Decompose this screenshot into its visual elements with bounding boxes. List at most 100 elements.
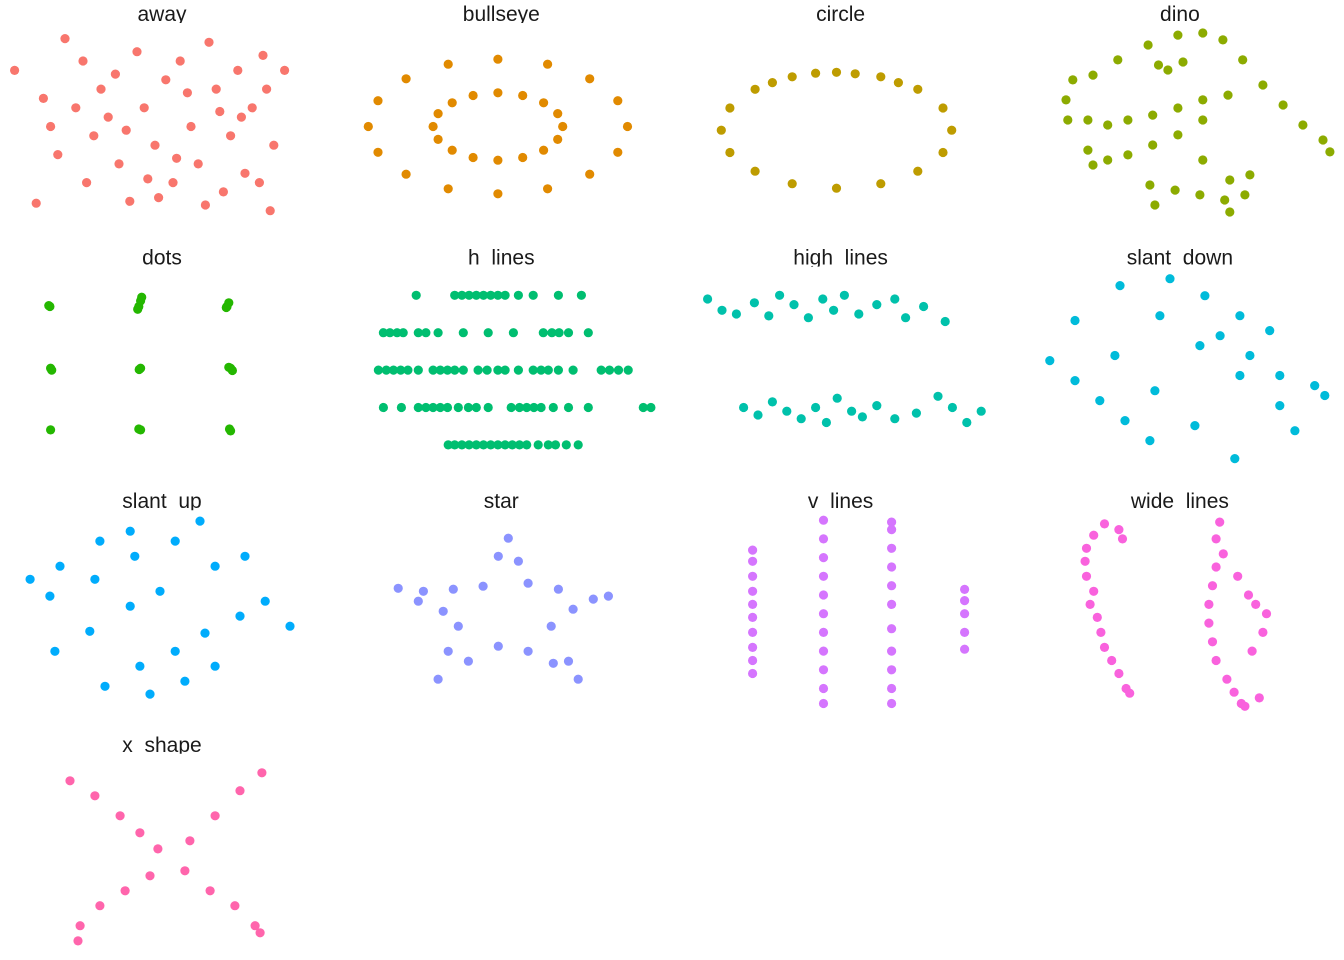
data-point <box>725 147 735 158</box>
data-point <box>438 606 448 616</box>
panel-title: away <box>137 3 187 26</box>
data-point <box>554 328 564 338</box>
data-point <box>585 169 595 179</box>
panel-title: v_lines <box>808 490 873 513</box>
data-point <box>1045 356 1055 366</box>
data-point <box>10 65 20 75</box>
data-point <box>613 365 624 375</box>
data-point <box>285 621 295 631</box>
data-point <box>818 590 829 600</box>
data-point <box>563 402 574 413</box>
data-point <box>65 776 75 786</box>
data-point <box>1240 190 1250 200</box>
panel-circle: circle <box>716 3 957 193</box>
data-point <box>803 313 814 323</box>
panel-away: away <box>10 3 290 216</box>
data-point <box>463 656 473 666</box>
panel-bullseye: bullseye <box>363 3 633 199</box>
data-point <box>493 189 503 199</box>
data-point <box>604 365 615 375</box>
data-point <box>378 328 388 338</box>
data-point <box>170 646 180 656</box>
data-point <box>95 901 105 911</box>
data-point <box>468 90 478 101</box>
data-point <box>1198 155 1208 165</box>
data-point <box>1143 40 1153 50</box>
data-point <box>1225 175 1235 185</box>
data-point <box>1215 517 1225 527</box>
panel-slant-up: slant_up <box>25 490 295 699</box>
data-point <box>240 551 250 561</box>
data-point <box>538 328 548 338</box>
data-point <box>857 412 868 422</box>
data-point <box>130 551 140 561</box>
data-point <box>236 112 246 122</box>
data-point <box>168 178 178 188</box>
data-point <box>764 311 774 321</box>
data-point <box>1200 291 1210 301</box>
data-point <box>831 67 842 77</box>
data-point <box>563 328 574 338</box>
data-point <box>403 365 413 375</box>
data-point <box>543 365 553 375</box>
data-point <box>154 193 164 203</box>
data-point <box>464 290 474 300</box>
data-point <box>522 402 532 413</box>
data-point <box>450 290 460 300</box>
data-point <box>513 290 524 300</box>
data-point <box>150 140 160 150</box>
data-point <box>1173 30 1183 40</box>
panel-title: slant_up <box>122 490 201 513</box>
data-point <box>255 928 265 938</box>
panel-title: star <box>484 490 519 513</box>
data-point <box>1095 396 1105 406</box>
data-point <box>411 290 421 300</box>
data-point <box>75 921 85 931</box>
data-point <box>749 298 760 308</box>
data-point <box>976 406 986 416</box>
data-point <box>458 365 468 375</box>
data-point <box>583 402 593 413</box>
data-point <box>1195 341 1205 351</box>
data-point <box>1258 80 1268 90</box>
data-point <box>1110 350 1120 361</box>
data-point <box>186 121 196 132</box>
data-point <box>528 290 538 300</box>
data-point <box>453 402 463 413</box>
data-point <box>911 408 922 418</box>
data-point <box>200 628 210 638</box>
data-point <box>1247 646 1257 656</box>
data-point <box>553 134 563 144</box>
data-point <box>887 525 897 535</box>
data-point <box>110 69 120 79</box>
data-point <box>523 578 533 588</box>
data-point <box>1275 370 1285 381</box>
data-point <box>1265 326 1275 336</box>
data-point <box>748 545 758 555</box>
data-point <box>103 112 113 122</box>
data-point <box>45 591 55 601</box>
data-point <box>887 624 897 634</box>
data-point <box>913 84 923 94</box>
data-point <box>919 301 929 312</box>
data-point <box>493 155 503 165</box>
data-point <box>224 424 235 434</box>
data-point <box>89 131 99 141</box>
data-point <box>396 402 406 413</box>
data-point <box>471 402 481 413</box>
data-point <box>1198 115 1208 125</box>
data-point <box>831 183 842 193</box>
data-point <box>1114 668 1124 679</box>
data-point <box>478 290 489 300</box>
data-point <box>247 103 257 113</box>
data-point <box>960 644 970 654</box>
panel-title: x_shape <box>122 734 201 757</box>
data-point <box>553 290 564 300</box>
data-point <box>775 290 785 300</box>
data-point <box>539 145 549 155</box>
data-point <box>1178 57 1188 67</box>
data-point <box>529 402 539 413</box>
data-point <box>887 698 897 709</box>
data-point <box>1223 90 1233 100</box>
data-point <box>748 556 758 566</box>
